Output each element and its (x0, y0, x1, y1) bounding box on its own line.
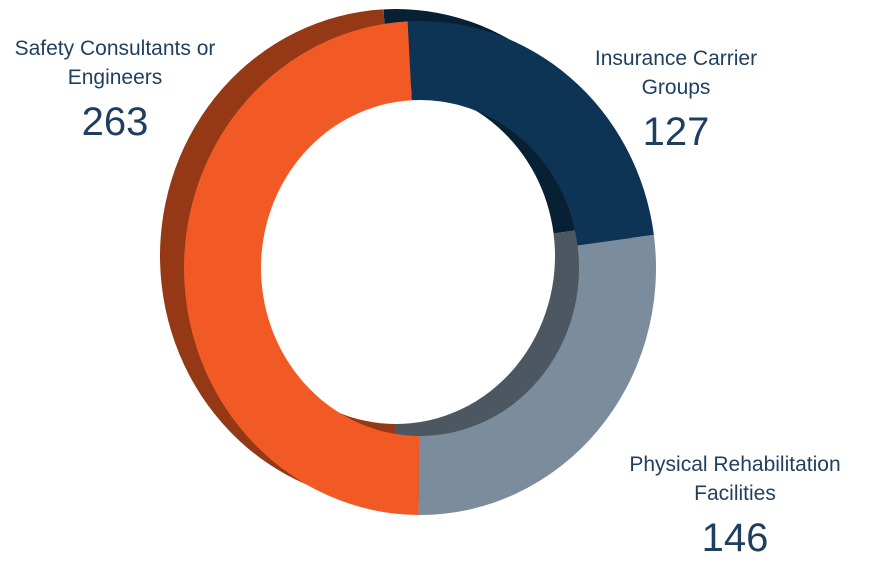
segment-label: Insurance Carrier Groups 127 (586, 44, 766, 156)
segment-label: Safety Consultants or Engineers 263 (10, 34, 220, 146)
category-name: Insurance Carrier Groups (594, 47, 758, 99)
donut-segment (418, 234, 656, 515)
value-label: 263 (81, 100, 149, 144)
value-label: 146 (701, 516, 769, 560)
value-label: 127 (642, 110, 710, 154)
category-name: Physical Rehabilitation Facilities (629, 453, 841, 505)
category-name: Safety Consultants or Engineers (14, 37, 216, 89)
donut-segment (183, 21, 420, 515)
segment-label: Physical Rehabilitation Facilities 146 (595, 450, 872, 562)
donut-segment (407, 21, 654, 246)
